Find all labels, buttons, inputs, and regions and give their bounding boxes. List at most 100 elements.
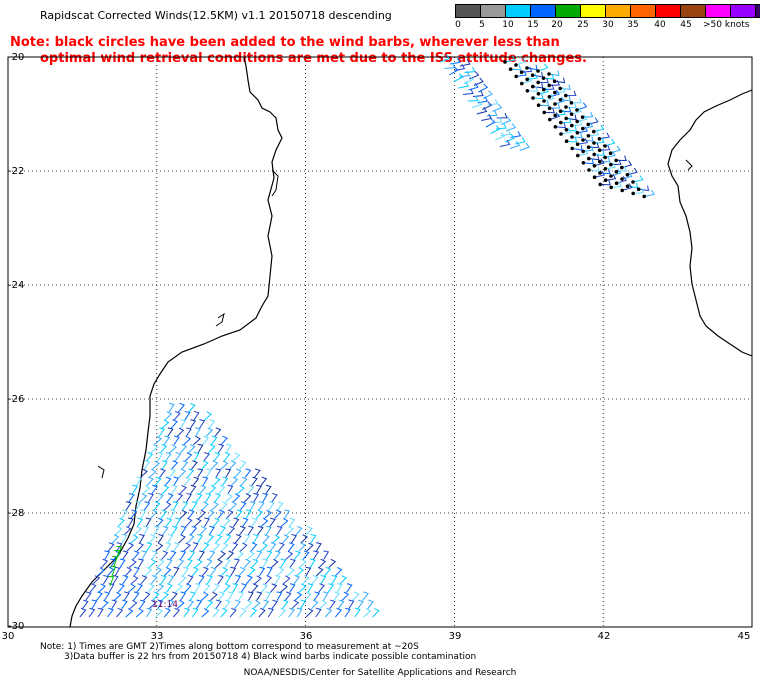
- wind-barb: [139, 600, 144, 609]
- wind-barb: [189, 403, 195, 412]
- wind-barb: [488, 99, 498, 105]
- wind-barb: [118, 584, 124, 593]
- wind-barb: [277, 592, 282, 601]
- wind-barb: [175, 452, 180, 461]
- wind-barb: [221, 461, 228, 469]
- wind-barb: [215, 428, 221, 437]
- wind-barb: [282, 535, 288, 544]
- wind-barb: [182, 502, 187, 511]
- wind-barb: [89, 608, 94, 617]
- wind-barb: [306, 526, 312, 535]
- wind-barb: [215, 469, 220, 478]
- wind-barb: [129, 559, 136, 567]
- wind-barb: [157, 493, 163, 502]
- wind-barb: [209, 420, 214, 429]
- wind-barb: [127, 543, 133, 552]
- wind-barb: [96, 592, 102, 601]
- contamination-dot: [587, 145, 591, 149]
- wind-barb: [166, 584, 172, 593]
- wind-barb: [180, 510, 187, 518]
- contamination-dot: [631, 192, 635, 196]
- wind-barb: [201, 502, 208, 511]
- wind-barb: [209, 551, 214, 560]
- wind-barb: [213, 477, 220, 485]
- wind-barb: [117, 608, 123, 617]
- wind-barb: [248, 526, 253, 535]
- wind-barb: [186, 428, 191, 437]
- wind-barb: [511, 131, 521, 137]
- wind-barb: [115, 526, 122, 535]
- wind-barb: [218, 551, 225, 559]
- wind-barb: [240, 543, 247, 552]
- wind-barb: [266, 592, 271, 601]
- wind-barb: [101, 559, 107, 568]
- wind-barb: [197, 534, 202, 543]
- wind-barb: [190, 485, 195, 494]
- wind-barb: [328, 584, 333, 593]
- contamination-dot: [531, 96, 535, 100]
- wind-barb: [186, 518, 192, 527]
- wind-barb: [324, 567, 330, 576]
- wind-barb: [506, 124, 515, 131]
- wind-barb: [244, 559, 250, 568]
- wind-barb: [191, 526, 197, 535]
- wind-barb: [299, 559, 306, 567]
- wind-barb: [218, 510, 224, 519]
- contamination-dot: [559, 109, 563, 113]
- contamination-dot: [582, 161, 586, 165]
- contamination-dot: [548, 95, 552, 99]
- wind-barb: [191, 461, 197, 470]
- wind-barb: [194, 518, 201, 526]
- wind-barb: [267, 567, 272, 576]
- wind-barb: [154, 436, 161, 445]
- wind-barb: [252, 584, 258, 593]
- latitude-label: -24: [8, 280, 36, 291]
- wind-barb: [272, 493, 277, 502]
- contamination-dot: [603, 144, 607, 148]
- wind-barb: [186, 493, 191, 502]
- wind-barb: [126, 609, 133, 617]
- wind-barb: [295, 592, 302, 600]
- wind-barb: [199, 420, 204, 429]
- wind-barb: [268, 608, 273, 617]
- wind-barb: [219, 485, 225, 494]
- contamination-dot: [593, 175, 597, 179]
- contamination-dot: [537, 92, 541, 96]
- longitude-label: 42: [589, 631, 619, 642]
- wind-barb: [468, 96, 478, 101]
- wind-barb: [215, 559, 222, 567]
- longitude-label: 30: [0, 631, 23, 642]
- wind-barb: [316, 567, 322, 576]
- contamination-dot: [558, 87, 562, 91]
- wind-barb: [225, 494, 232, 502]
- wind-barb: [487, 111, 497, 116]
- wind-barb: [220, 526, 225, 535]
- wind-barb: [241, 477, 247, 486]
- wind-barb: [221, 543, 228, 551]
- wind-barb: [319, 584, 325, 593]
- wind-barb: [158, 534, 163, 543]
- wind-barb: [321, 575, 326, 584]
- wind-barb: [165, 477, 171, 486]
- wind-barb: [319, 559, 325, 568]
- footer-credit: NOAA/NESDIS/Center for Satellite Applica…: [0, 668, 760, 678]
- contamination-dot: [620, 166, 624, 170]
- wind-barb: [199, 575, 204, 584]
- wind-barb: [179, 535, 185, 544]
- wind-barb: [478, 97, 488, 103]
- contamination-dot: [626, 184, 630, 188]
- island-outline: [686, 160, 692, 170]
- wind-barb: [171, 420, 177, 429]
- contamination-dot: [626, 173, 630, 177]
- contamination-dot: [525, 66, 529, 70]
- contamination-dot: [536, 69, 540, 73]
- wind-barb: [272, 535, 279, 543]
- wind-barb: [246, 576, 252, 585]
- wind-barb: [183, 543, 190, 551]
- wind-barb: [176, 494, 182, 503]
- wind-barb: [277, 502, 283, 511]
- wind-barb: [281, 518, 288, 526]
- contamination-dot: [586, 123, 590, 127]
- wind-barb: [192, 502, 197, 511]
- wind-barb: [162, 461, 167, 470]
